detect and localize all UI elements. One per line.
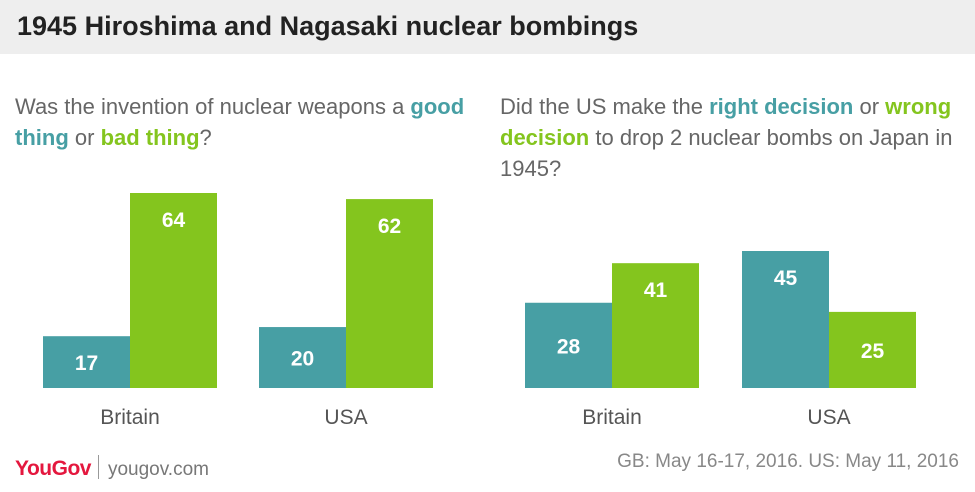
footer-divider [97,455,99,479]
bar-0-usa-0 [259,327,346,388]
bar-1-britain-1 [612,263,699,388]
bar-1-usa-0 [742,251,829,388]
bar-value-label: 25 [861,340,885,363]
bar-0-britain-1 [130,193,217,388]
question-left-option-bad: bad thing [100,125,200,150]
footer-brand: YouGov yougov.com [15,451,209,481]
question-right-middle: or [853,94,886,119]
category-label: Britain [582,406,642,429]
bar-0-usa-1 [346,199,433,388]
bar-value-label: 17 [75,352,98,375]
bar-value-label: 20 [291,348,314,371]
page-title: 1945 Hiroshima and Nagasaki nuclear bomb… [17,11,639,41]
question-left-middle: or [68,125,101,150]
bar-value-label: 62 [378,215,401,238]
bar-1-usa-1 [829,311,916,388]
question-right-option-right: right decision [709,94,854,119]
yougov-logo: YouGov [15,457,91,480]
bar-value-label: 41 [644,279,668,302]
question-right-suffix: to drop 2 nuclear bombs on Japan in 1945… [500,125,953,181]
bar-value-label: 64 [162,209,186,232]
question-right-option-wrong: wrong decision [500,94,952,150]
bar-1-britain-0 [525,302,612,388]
question-right: Did the US make the right decision or wr… [500,91,960,184]
bar-value-label: 28 [557,335,581,358]
category-label: USA [807,406,850,429]
question-left-prefix: Was the invention of nuclear weapons a [15,94,411,119]
question-left-option-good: good thing [15,94,465,150]
header-bar: 1945 Hiroshima and Nagasaki nuclear bomb… [0,0,975,54]
category-label: USA [324,406,367,429]
question-right-prefix: Did the US make the [500,94,710,119]
bar-0-britain-0 [43,336,130,388]
category-label: Britain [100,406,160,429]
site-link[interactable]: yougov.com [107,459,209,480]
survey-dates: GB: May 16-17, 2016. US: May 11, 2016 [617,451,959,472]
question-left: Was the invention of nuclear weapons a g… [15,91,465,153]
question-left-suffix: ? [199,125,212,150]
bar-value-label: 45 [774,267,798,290]
